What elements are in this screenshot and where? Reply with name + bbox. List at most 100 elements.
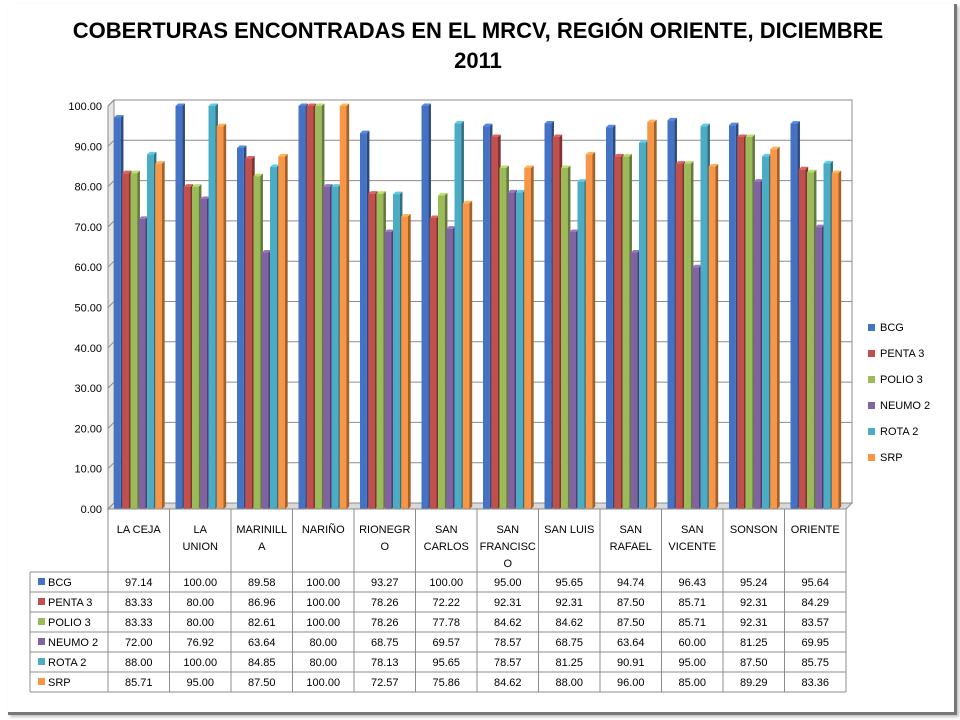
bar-top bbox=[306, 103, 317, 106]
bar-front bbox=[667, 120, 675, 510]
bar-front bbox=[606, 127, 613, 509]
bar-front bbox=[507, 192, 515, 509]
bar bbox=[462, 200, 473, 510]
y-tick-label: 70.00 bbox=[74, 222, 102, 234]
bar-top bbox=[429, 215, 440, 218]
bar bbox=[684, 161, 694, 510]
bar bbox=[692, 264, 702, 509]
bar bbox=[708, 163, 719, 509]
bar-top bbox=[454, 121, 464, 124]
bar bbox=[429, 215, 440, 509]
bar-front bbox=[147, 154, 154, 510]
y-tick-label: 90.00 bbox=[74, 141, 102, 153]
bar-front bbox=[483, 126, 490, 510]
bar-front bbox=[298, 106, 306, 509]
category-label: SAN bbox=[435, 524, 458, 536]
table-series-name: ROTA 2 bbox=[48, 657, 86, 669]
bar-front bbox=[753, 181, 761, 509]
bar-front bbox=[692, 267, 699, 509]
bar-front bbox=[790, 123, 798, 509]
data-label: 96.43 bbox=[678, 577, 706, 589]
bar-top bbox=[245, 156, 255, 159]
bar bbox=[507, 189, 518, 509]
bar-front bbox=[807, 172, 814, 510]
y-tick-label: 40.00 bbox=[74, 343, 102, 355]
bar bbox=[815, 224, 825, 509]
bar-top bbox=[393, 191, 403, 195]
category-label: RAFAEL bbox=[610, 541, 652, 553]
bar-top bbox=[708, 163, 719, 167]
bar-top bbox=[122, 170, 132, 174]
bar bbox=[175, 103, 185, 509]
bar bbox=[216, 123, 227, 510]
bar-top bbox=[544, 121, 554, 124]
bar bbox=[384, 229, 395, 509]
category-label: SAN bbox=[496, 524, 519, 536]
bar bbox=[192, 184, 202, 509]
data-label: 100.00 bbox=[429, 577, 463, 589]
category-label: O bbox=[503, 558, 512, 570]
bar bbox=[745, 134, 755, 509]
bar-top bbox=[155, 161, 165, 164]
bar bbox=[667, 117, 677, 510]
bar-front bbox=[491, 136, 498, 509]
bar-top bbox=[421, 103, 431, 106]
data-label: 95.00 bbox=[186, 677, 214, 689]
category-label: ORIENTE bbox=[791, 524, 840, 536]
category-label: LA bbox=[194, 524, 208, 536]
slide: COBERTURAS ENCONTRADAS EN EL MRCV, REGIÓ… bbox=[8, 4, 957, 715]
y-tick-label: 0.00 bbox=[81, 504, 102, 516]
data-label: 72.57 bbox=[371, 677, 399, 689]
data-label: 84.29 bbox=[801, 597, 829, 609]
bar bbox=[544, 121, 554, 509]
bar-front bbox=[155, 163, 162, 510]
data-label: 81.25 bbox=[740, 637, 768, 649]
data-label: 78.57 bbox=[494, 637, 522, 649]
table-legend-key bbox=[38, 598, 45, 605]
bar-top bbox=[270, 164, 280, 168]
bar-top bbox=[667, 117, 677, 121]
data-label: 85.71 bbox=[678, 617, 706, 629]
data-label: 92.31 bbox=[740, 597, 768, 609]
table-series-name: PENTA 3 bbox=[48, 597, 92, 609]
category-label: SONSON bbox=[730, 524, 778, 536]
data-label: 84.62 bbox=[494, 677, 522, 689]
bar-front bbox=[368, 193, 375, 510]
y-tick-label: 10.00 bbox=[74, 464, 102, 476]
table-legend-key bbox=[38, 678, 45, 685]
bar bbox=[138, 216, 149, 509]
category-label: CARLOS bbox=[424, 541, 469, 553]
data-label: 86.96 bbox=[248, 597, 276, 609]
data-label: 95.00 bbox=[678, 657, 706, 669]
bar-front bbox=[384, 231, 392, 509]
table-series-name: SRP bbox=[48, 677, 71, 689]
bar bbox=[331, 184, 341, 509]
bar-top bbox=[130, 170, 140, 174]
data-label: 100.00 bbox=[306, 577, 340, 589]
bar bbox=[770, 146, 780, 509]
bar-front bbox=[684, 163, 691, 510]
category-label: FRANCISC bbox=[480, 541, 536, 553]
bar bbox=[622, 153, 632, 509]
bar-front bbox=[499, 167, 507, 510]
gridline bbox=[107, 99, 852, 107]
y-tick-label: 30.00 bbox=[74, 383, 102, 395]
bar-front bbox=[700, 126, 708, 510]
bar bbox=[306, 103, 317, 509]
bar bbox=[421, 103, 431, 509]
bar bbox=[737, 134, 747, 509]
data-label: 92.31 bbox=[740, 617, 768, 629]
bar-top bbox=[507, 189, 518, 193]
data-label: 95.65 bbox=[432, 657, 460, 669]
bar bbox=[401, 214, 411, 509]
bar-front bbox=[421, 106, 429, 509]
data-label: 87.50 bbox=[740, 657, 768, 669]
data-label: 89.29 bbox=[740, 677, 768, 689]
bar-top bbox=[253, 173, 263, 177]
y-tick-label: 20.00 bbox=[74, 423, 102, 435]
bar-front bbox=[245, 158, 252, 509]
bar-top bbox=[237, 145, 247, 148]
y-tick-label: 100.00 bbox=[68, 101, 102, 113]
data-label: 93.27 bbox=[371, 577, 399, 589]
bar-front bbox=[237, 147, 244, 509]
